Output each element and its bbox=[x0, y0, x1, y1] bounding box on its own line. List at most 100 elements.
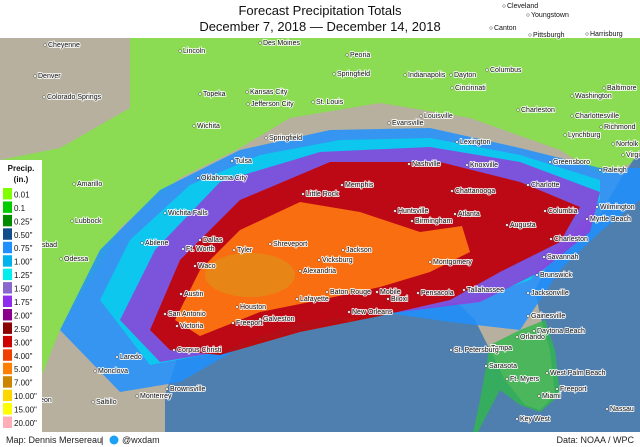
city-label: Baltimore bbox=[607, 85, 637, 92]
band-gold bbox=[205, 253, 295, 297]
city-label: Raleigh bbox=[603, 167, 627, 174]
city-label: Greensboro bbox=[553, 159, 590, 166]
city-label: Laredo bbox=[120, 354, 142, 361]
legend-swatch bbox=[3, 228, 12, 240]
city-dot bbox=[489, 26, 493, 30]
city-dot bbox=[484, 364, 488, 368]
legend-swatch bbox=[3, 295, 12, 307]
city-dot bbox=[416, 291, 420, 295]
legend-label: 0.50" bbox=[14, 231, 33, 240]
city-label: Waco bbox=[198, 263, 216, 270]
city-label: Tyler bbox=[237, 247, 253, 254]
city-label: Louisville bbox=[424, 113, 453, 120]
city-label: Tallahassee bbox=[467, 287, 504, 294]
legend-swatch bbox=[3, 188, 12, 200]
city-label: Charleston bbox=[554, 236, 588, 243]
legend-label: 1.50" bbox=[14, 285, 33, 294]
footer-credit: Map: Dennis Mersereau bbox=[6, 435, 102, 445]
legend-label: 4.00" bbox=[14, 352, 33, 361]
city-dot bbox=[602, 86, 606, 90]
city-label: Gainesville bbox=[531, 313, 565, 320]
city-dot bbox=[455, 140, 459, 144]
city-label: Harrisburg bbox=[590, 31, 623, 38]
city-label: Amarillo bbox=[77, 181, 102, 188]
title-bar bbox=[0, 0, 640, 38]
city-dot bbox=[258, 317, 262, 321]
legend-label: 0.75" bbox=[14, 244, 33, 253]
city-dot bbox=[526, 183, 530, 187]
footer-handle: @wxdam bbox=[122, 435, 160, 445]
city-dot bbox=[450, 189, 454, 193]
city-label: Biloxi bbox=[391, 296, 408, 303]
city-dot bbox=[301, 192, 305, 196]
city-label: Freeport bbox=[560, 386, 587, 393]
legend-swatch bbox=[3, 416, 12, 428]
legend-swatch bbox=[3, 362, 12, 375]
city-dot bbox=[59, 257, 63, 261]
city-dot bbox=[232, 248, 236, 252]
city-dot bbox=[93, 369, 97, 373]
legend-label: 5.00" bbox=[14, 365, 33, 374]
city-dot bbox=[419, 114, 423, 118]
city-label: Evansville bbox=[392, 120, 424, 127]
city-dot bbox=[505, 223, 509, 227]
legend-swatch bbox=[3, 335, 12, 348]
legend-label: 0.01 bbox=[14, 190, 30, 199]
city-dot bbox=[465, 163, 469, 167]
city-dot bbox=[42, 95, 46, 99]
city-dot bbox=[502, 4, 506, 8]
city-labels: Cheyenne Lincoln Des Moines Peoria Cleveland… bbox=[23, 2, 640, 424]
city-label: Carlsbad bbox=[29, 242, 57, 249]
city-dot bbox=[387, 121, 391, 125]
city-label: Austin bbox=[184, 291, 204, 298]
city-dot bbox=[345, 53, 349, 57]
legend-unit: (in.) bbox=[14, 175, 29, 184]
city-label: Mobile bbox=[380, 289, 401, 296]
city-label: Nashville bbox=[412, 161, 441, 168]
city-dot bbox=[407, 162, 411, 166]
city-label: Jacksonville bbox=[531, 290, 569, 297]
city-dot bbox=[70, 219, 74, 223]
city-dot bbox=[317, 258, 321, 262]
ocean bbox=[165, 150, 640, 447]
legend-swatch bbox=[3, 389, 12, 402]
city-label: Sarasota bbox=[489, 363, 517, 370]
city-dot bbox=[196, 176, 200, 180]
city-dot bbox=[192, 124, 196, 128]
city-dot bbox=[181, 247, 185, 251]
city-label: Cincinnati bbox=[455, 85, 486, 92]
legend-label: 0.25" bbox=[14, 217, 33, 226]
city-label: Tampa bbox=[491, 345, 512, 352]
city-dot bbox=[179, 292, 183, 296]
band-florida bbox=[470, 320, 560, 447]
city-dot bbox=[268, 242, 272, 246]
city-label: Kansas City bbox=[250, 89, 288, 96]
city-label: Oklahoma City bbox=[201, 175, 247, 182]
city-label: Brownsville bbox=[170, 386, 206, 393]
city-label: Lexington bbox=[460, 139, 490, 146]
city-label: Freeport bbox=[236, 320, 263, 327]
city-dot bbox=[535, 273, 539, 277]
city-dot bbox=[410, 219, 414, 223]
city-label: Tulsa bbox=[235, 158, 252, 165]
city-dot bbox=[178, 49, 182, 53]
city-dot bbox=[548, 160, 552, 164]
city-label: Augusta bbox=[510, 222, 536, 229]
footer-sep: | bbox=[101, 435, 103, 445]
city-dot bbox=[295, 297, 299, 301]
city-dot bbox=[163, 211, 167, 215]
city-dot bbox=[599, 125, 603, 129]
city-label: Monclova bbox=[98, 368, 128, 375]
city-dot bbox=[245, 90, 249, 94]
city-dot bbox=[563, 133, 567, 137]
city-dot bbox=[486, 346, 490, 350]
city-dot bbox=[393, 209, 397, 213]
city-label: Key West bbox=[520, 416, 550, 423]
city-label: Wichita Falls bbox=[168, 210, 208, 217]
city-dot bbox=[449, 348, 453, 352]
legend-swatch bbox=[3, 201, 12, 213]
city-label: Canton bbox=[494, 25, 517, 32]
city-label: Abilene bbox=[145, 240, 168, 247]
city-dot bbox=[585, 217, 589, 221]
city-dot bbox=[595, 205, 599, 209]
